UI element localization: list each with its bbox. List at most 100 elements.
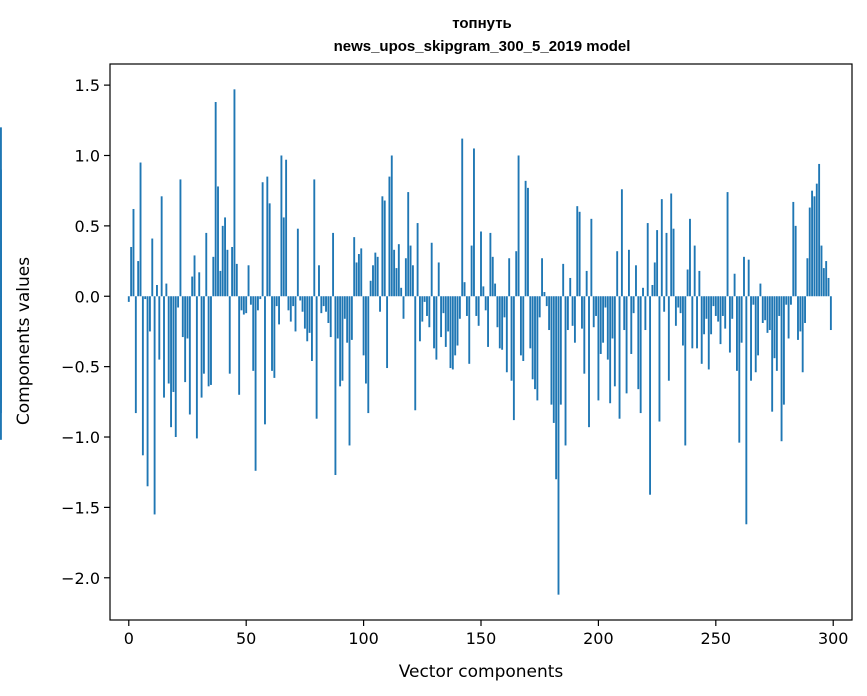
bar-223 (651, 284, 654, 297)
bar-158 (498, 296, 501, 349)
bar-40 (221, 225, 224, 297)
bar-24 (184, 296, 187, 383)
bar-48 (240, 296, 243, 311)
bar-122 (414, 296, 417, 411)
bar-241 (693, 245, 696, 297)
bar-156 (494, 283, 497, 297)
bar-222 (649, 296, 651, 495)
bar-86 (329, 296, 332, 338)
bar-284 (794, 225, 797, 297)
bar-163 (510, 296, 513, 381)
bar-60 (268, 203, 271, 297)
bar-132 (437, 262, 440, 297)
bar-272 (766, 296, 769, 333)
bar-214 (630, 296, 633, 354)
bar-129 (430, 242, 433, 297)
bar-0 (127, 296, 130, 302)
bar-276 (775, 296, 778, 371)
bar-193 (581, 296, 583, 329)
bar-261 (740, 296, 743, 343)
bar-47 (238, 296, 241, 395)
y-tick-label: −1.5 (61, 498, 100, 517)
bar-16 (165, 283, 168, 297)
bar-139 (454, 296, 457, 356)
bar-33 (205, 232, 208, 297)
bar-250 (714, 296, 717, 316)
bar-186 (564, 296, 567, 446)
bar-22 (179, 179, 182, 297)
bar-213 (627, 249, 630, 297)
bar-111 (388, 176, 391, 297)
bar-62 (273, 296, 276, 378)
bar-136 (447, 296, 450, 332)
bar-162 (508, 258, 511, 297)
bar-202 (602, 296, 605, 343)
bar-197 (590, 218, 593, 297)
y-axis-ticks: 1.5 1.0 0.5 0.0 −0.5 −1.0 −1.5 −2.0 (61, 76, 110, 588)
bar-10 (151, 238, 154, 297)
bar-95 (350, 296, 353, 340)
bar-175 (538, 296, 541, 318)
bar-76 (306, 296, 309, 342)
bar-209 (618, 296, 621, 419)
bar-169 (524, 180, 527, 297)
bar-263 (745, 296, 748, 525)
bar-291 (811, 190, 814, 297)
bar-299 (829, 296, 832, 331)
bar-107 (379, 296, 381, 312)
bar-143 (463, 282, 466, 297)
bar-9 (148, 296, 151, 332)
bar-201 (599, 296, 602, 354)
y-tick-label: 0.0 (75, 287, 100, 306)
bar-152 (484, 296, 487, 311)
bar-204 (606, 296, 609, 360)
bar-224 (653, 262, 656, 297)
bar-145 (468, 296, 471, 364)
bar-115 (397, 244, 400, 297)
bar-247 (707, 296, 710, 370)
x-tick-label: 0 (124, 629, 134, 648)
bar-207 (613, 296, 616, 387)
bar-289 (806, 258, 809, 297)
bar-82 (320, 296, 323, 314)
bar-23 (181, 296, 184, 338)
bar-54 (254, 296, 257, 471)
bar-52 (249, 296, 252, 305)
bar-240 (691, 296, 694, 349)
bar-239 (689, 218, 691, 297)
bar-166 (517, 155, 520, 297)
bar-275 (773, 296, 776, 359)
bar-100 (362, 296, 365, 356)
bar-94 (348, 296, 351, 446)
bar-210 (620, 189, 623, 297)
bar-128 (428, 296, 431, 328)
bar-294 (818, 163, 821, 297)
y-axis-label: Components values (14, 257, 34, 425)
bar-87 (332, 232, 335, 297)
bar-200 (597, 296, 600, 401)
bar-126 (423, 296, 426, 302)
bar-120 (409, 245, 412, 297)
bar-280 (785, 296, 788, 305)
bar-73 (299, 296, 302, 301)
bar-133 (440, 296, 443, 338)
bar-159 (501, 296, 504, 350)
bar-290 (808, 207, 811, 297)
bar-59 (266, 176, 269, 297)
bar-1 (130, 246, 133, 297)
bar-125 (421, 296, 424, 322)
x-tick-label: 300 (818, 629, 849, 648)
bar-203 (604, 296, 607, 308)
bar-113 (393, 249, 396, 297)
bar-38 (217, 186, 219, 297)
bar-2 (132, 208, 135, 297)
bar-188 (569, 277, 572, 297)
bar-92 (343, 296, 346, 319)
bar-236 (682, 296, 684, 346)
bar-63 (275, 296, 278, 307)
bar-142 (461, 138, 464, 297)
bar-296 (822, 268, 825, 297)
bar-215 (632, 296, 635, 314)
y-tick-label: −1.0 (61, 428, 100, 447)
bar-103 (369, 280, 372, 297)
